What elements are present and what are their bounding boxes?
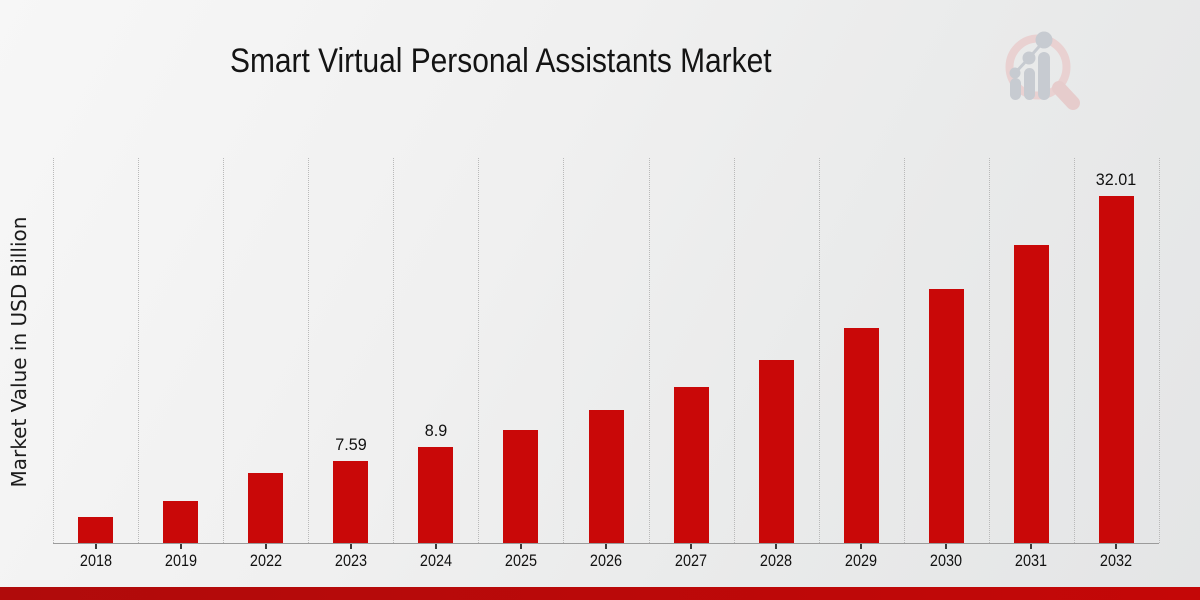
x-axis-label-2027: 2027 [675,551,708,570]
magnifier-bar-chart-logo-icon [1005,31,1080,110]
x-axis-tick [690,544,693,549]
x-axis-tick [945,544,948,549]
x-axis-tick [94,544,97,549]
gridline [733,158,735,543]
data-label-2024: 8.9 [424,420,448,440]
x-axis-tick [775,544,778,549]
x-axis-label-2026: 2026 [589,551,623,570]
gridline [1159,158,1160,543]
x-axis-label-2019: 2019 [164,551,197,570]
x-axis-tick [434,544,437,549]
gridline [53,158,54,543]
x-axis-tick [1030,544,1033,549]
x-axis-tick [519,544,522,549]
bar-2029 [843,328,879,543]
x-axis-label-2024: 2024 [419,551,452,570]
gridline [818,158,820,543]
x-axis-label-2030: 2030 [930,551,963,570]
x-axis-label-2032: 2032 [1100,551,1133,570]
plot-area: 7.59 8.9 32.01 [53,158,1160,549]
y-axis-label: Market Value in USD Billion [7,216,31,488]
bar-2023 [333,460,369,543]
bar-2030 [928,289,964,543]
bar-2026 [588,409,624,543]
data-label-2032: 32.01 [1096,169,1137,189]
x-axis-tick [179,544,182,549]
bar-2031 [1013,244,1049,543]
gridline [478,158,480,543]
x-axis-tick [605,544,607,549]
bar-2018 [78,517,114,543]
x-axis-tick [1115,544,1118,549]
gridline [138,158,140,543]
gridline [223,158,225,543]
bar-2027 [673,386,709,543]
footer-accent-bar [0,587,1200,600]
gridline [563,158,565,543]
x-axis-label-2029: 2029 [845,551,878,570]
gridline [648,158,650,543]
x-axis-label-2022: 2022 [249,551,282,570]
bar-2028 [758,359,794,543]
x-axis-label-2023: 2023 [334,551,367,570]
x-axis-tick [349,544,352,549]
x-axis-tick [264,544,267,549]
x-axis-label-2031: 2031 [1015,551,1048,570]
data-label-2023: 7.59 [335,434,367,454]
gridline [393,158,395,543]
gridline [308,158,310,543]
gridline [988,158,990,543]
chart-title: Smart Virtual Personal Assistants Market [230,42,772,80]
bar-2024 [418,446,454,543]
gridline [1073,158,1075,543]
bar-2025 [503,430,539,543]
bar-2019 [163,500,199,543]
x-axis-tick [860,544,863,549]
x-axis-label-2018: 2018 [79,551,112,570]
bar-2032 [1098,195,1134,543]
x-axis-label-2025: 2025 [504,551,537,570]
x-axis-label-2028: 2028 [760,551,793,570]
gridline [903,158,905,543]
bar-2022 [248,472,284,543]
